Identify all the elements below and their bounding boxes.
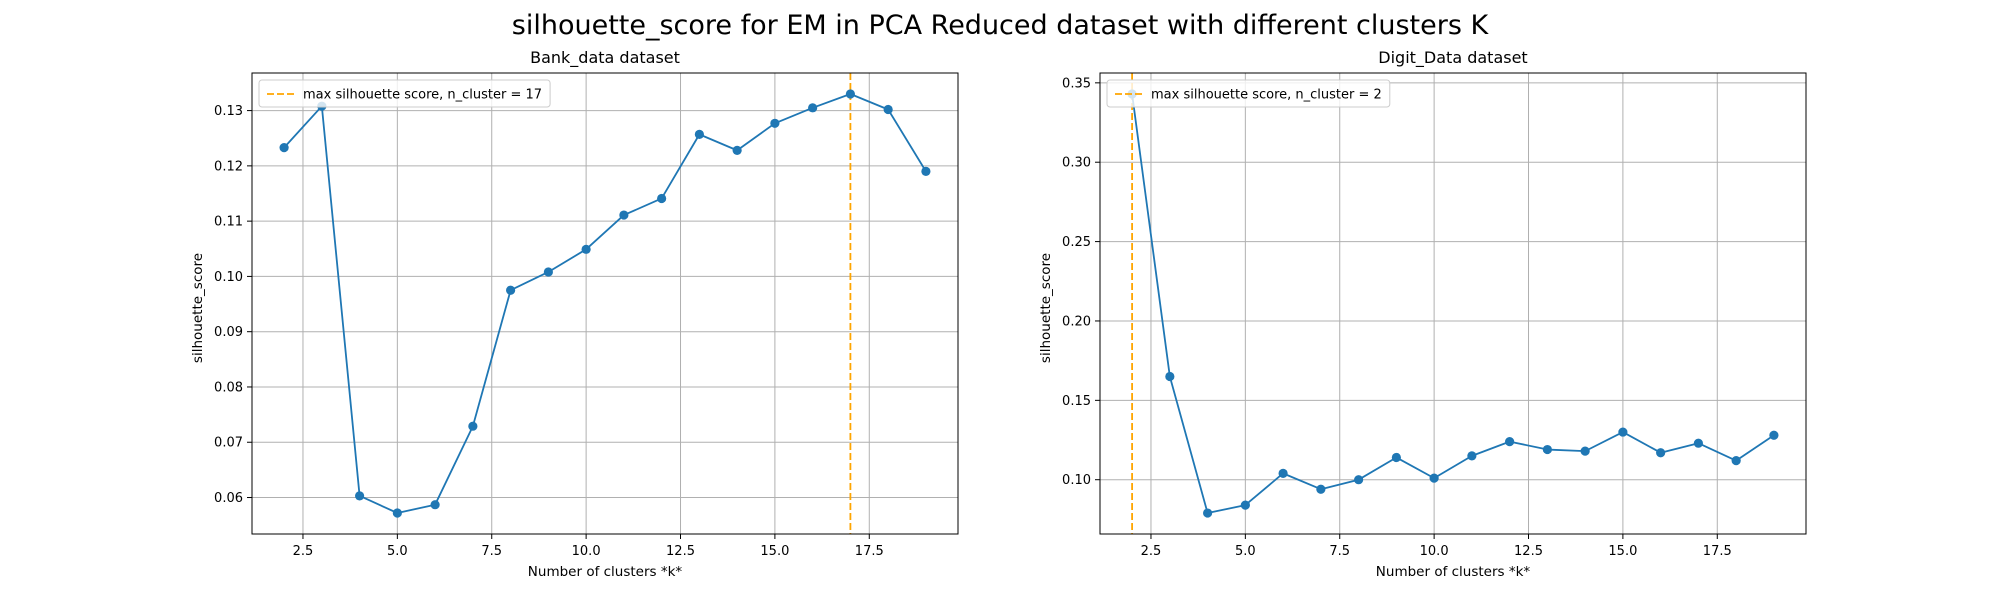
- x-tick-label: 17.5: [1703, 544, 1732, 559]
- data-point: [506, 285, 516, 295]
- gridlines: [252, 73, 958, 534]
- data-point: [1240, 500, 1250, 510]
- data-point: [808, 103, 818, 113]
- y-tick-label: 0.09: [214, 325, 243, 340]
- data-point: [468, 421, 478, 431]
- y-tick-label: 0.30: [1062, 156, 1091, 171]
- x-tick-label: 12.5: [666, 544, 695, 559]
- data-point: [694, 129, 704, 139]
- data-point: [1656, 448, 1666, 458]
- y-tick-label: 0.08: [214, 380, 243, 395]
- x-tick-label: 7.5: [1329, 544, 1350, 559]
- subplot-title: Bank_data dataset: [530, 48, 680, 68]
- data-point: [921, 166, 931, 176]
- x-tick-label: 12.5: [1514, 544, 1543, 559]
- legend-label: max silhouette score, n_cluster = 17: [303, 88, 542, 103]
- y-tick-label: 0.12: [214, 159, 243, 174]
- x-tick-label: 15.0: [760, 544, 789, 559]
- subplot-bank-data: Bank_data dataset Number of clusters *k*…: [190, 48, 959, 580]
- y-tick-label: 0.06: [214, 491, 243, 506]
- data-point: [392, 508, 402, 518]
- series-line: [283, 93, 927, 514]
- data-point: [1278, 468, 1288, 478]
- data-point: [1618, 427, 1628, 437]
- x-axis-label: Number of clusters *k*: [528, 564, 683, 580]
- x-tick-label: 5.0: [387, 544, 408, 559]
- x-tick-label: 5.0: [1235, 544, 1256, 559]
- x-axis-label: Number of clusters *k*: [1376, 564, 1531, 580]
- x-tick-label: 10.0: [572, 544, 601, 559]
- data-point: [1316, 484, 1326, 494]
- x-tick-label: 7.5: [481, 544, 502, 559]
- data-point: [883, 104, 893, 115]
- x-tick-label: 17.5: [855, 544, 884, 559]
- y-axis-label: silhouette_score: [190, 253, 206, 363]
- y-tick-label: 0.15: [1062, 394, 1091, 409]
- data-point: [1391, 452, 1401, 463]
- data-point: [845, 89, 856, 99]
- y-axis-label: silhouette_score: [1038, 253, 1054, 363]
- legend-box: [1106, 79, 1391, 108]
- legend-box: [258, 79, 551, 108]
- data-point: [1202, 508, 1213, 518]
- data-point: [1542, 444, 1552, 455]
- axes-frame: [251, 72, 959, 535]
- data-point: [1429, 473, 1439, 483]
- x-tick-label: 10.0: [1420, 544, 1449, 559]
- data-point: [1165, 371, 1175, 382]
- data-point: [1467, 451, 1477, 461]
- data-point: [1354, 475, 1364, 485]
- plot-area: [1127, 89, 1779, 518]
- data-point: [430, 500, 440, 510]
- data-point: [543, 267, 553, 277]
- y-tick-label: 0.35: [1062, 76, 1091, 91]
- data-point: [1580, 446, 1590, 456]
- y-tick-label: 0.25: [1062, 235, 1091, 250]
- x-tick-label: 2.5: [293, 544, 314, 559]
- x-tick-label: 15.0: [1608, 544, 1637, 559]
- legend: max silhouette score, n_cluster = 2: [1106, 79, 1391, 108]
- legend: max silhouette score, n_cluster = 17: [258, 79, 551, 108]
- data-point: [1769, 430, 1779, 440]
- y-tick-label: 0.13: [214, 104, 243, 119]
- data-point: [619, 210, 629, 220]
- data-point: [279, 143, 289, 153]
- data-point: [1731, 456, 1741, 466]
- axes-frame: [1099, 72, 1807, 535]
- data-point: [657, 193, 667, 204]
- data-point: [1505, 437, 1515, 447]
- data-point: [1693, 438, 1704, 448]
- subplot-digit-data: Digit_Data dataset Number of clusters *k…: [1038, 48, 1807, 580]
- data-point: [770, 118, 780, 128]
- y-tick-label: 0.11: [214, 215, 243, 230]
- subplot-title: Digit_Data dataset: [1378, 48, 1527, 68]
- x-tick-label: 2.5: [1141, 544, 1162, 559]
- plot-area: [279, 89, 931, 518]
- y-tick-label: 0.20: [1062, 314, 1091, 329]
- data-point: [354, 491, 365, 501]
- legend-label: max silhouette score, n_cluster = 2: [1151, 88, 1382, 103]
- y-tick-label: 0.07: [214, 436, 243, 451]
- data-point: [732, 145, 742, 155]
- y-tick-label: 0.10: [1062, 473, 1091, 488]
- series-line: [1131, 93, 1775, 514]
- y-tick-label: 0.10: [214, 270, 243, 285]
- data-point: [581, 244, 591, 254]
- figure-suptitle: silhouette_score for EM in PCA Reduced d…: [512, 10, 1490, 41]
